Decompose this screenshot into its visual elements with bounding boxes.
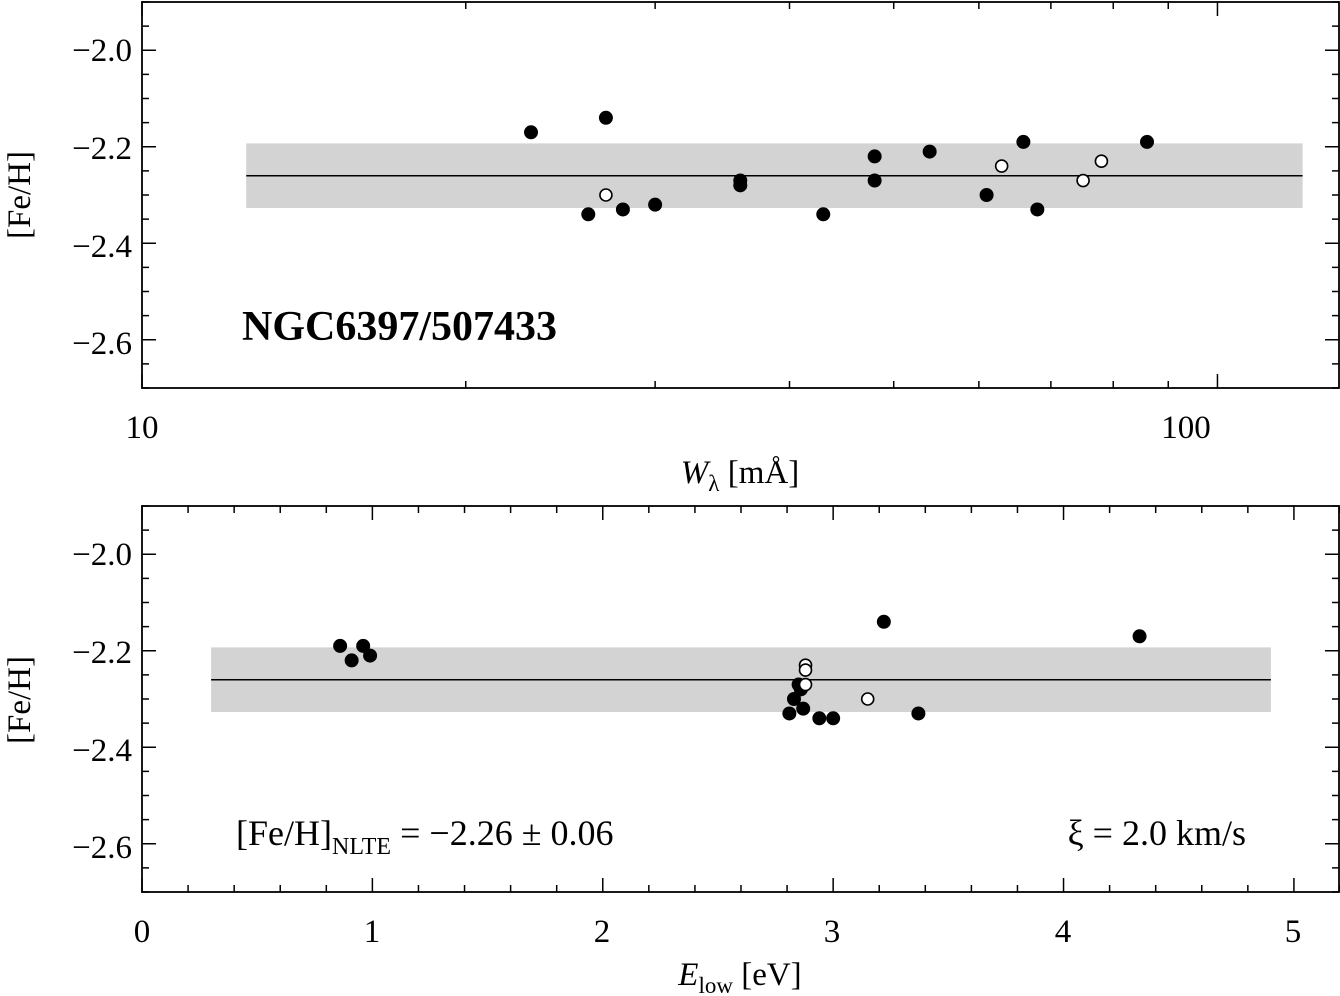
data-point-filled <box>356 638 371 653</box>
data-point-open <box>994 159 1009 173</box>
bottom-band-layer <box>211 647 1271 713</box>
top-y-axis-title: [Fe/H] <box>2 151 38 239</box>
nlte-mean-annotation: [Fe/H]NLTE = −2.26 ± 0.06 <box>236 813 613 860</box>
top-y-tick-label: −2.4 <box>72 229 132 265</box>
data-point-filled <box>786 692 801 706</box>
data-point-filled <box>524 125 539 140</box>
data-point-filled <box>876 614 891 629</box>
data-point-open <box>599 188 613 202</box>
bottom-y-axis-title: [Fe/H] <box>2 656 38 744</box>
top-x-axis-title: Wλ [mÅ] <box>681 454 799 496</box>
data-point-open <box>1076 173 1090 188</box>
top-y-tick-label: −2.6 <box>72 326 132 362</box>
data-point-open <box>860 692 875 706</box>
bottom-x-tick-label: 1 <box>364 914 381 950</box>
bottom-y-tick-label: −2.0 <box>72 537 132 573</box>
data-point-filled <box>812 711 827 726</box>
data-point-filled <box>733 178 748 193</box>
data-point-filled <box>867 173 882 188</box>
top-ticks-layer <box>141 1 1339 389</box>
top-x-tick-label: 10 <box>126 410 159 446</box>
data-point-filled <box>363 648 378 663</box>
data-point-filled <box>333 638 348 653</box>
data-point-open <box>798 677 813 692</box>
bottom-y-tick-label: −2.4 <box>72 733 132 769</box>
bottom-x-tick-label: 3 <box>824 914 841 950</box>
bottom-x-tick-label: 4 <box>1055 914 1072 950</box>
top-points-layer <box>524 110 1155 222</box>
data-point-filled <box>796 701 811 716</box>
data-point-filled <box>1140 134 1155 149</box>
data-point-filled <box>1016 134 1031 149</box>
data-point-filled <box>615 202 630 217</box>
data-point-filled <box>648 197 663 212</box>
bottom-x-axis-title: Elow [eV] <box>677 957 801 996</box>
data-point-filled <box>598 110 613 125</box>
data-point-filled <box>581 207 596 222</box>
top-y-tick-label: −2.0 <box>72 33 132 69</box>
bottom-points-layer <box>333 614 1147 726</box>
data-point-filled <box>826 711 841 726</box>
data-point-filled <box>922 144 937 159</box>
data-point-filled <box>782 706 797 721</box>
bottom-y-tick-label: −2.2 <box>72 635 132 671</box>
data-point-filled <box>816 207 831 222</box>
top-band-layer <box>246 143 1303 209</box>
top-annotation: NGC6397/507433 <box>242 304 557 350</box>
bottom-x-tick-label: 2 <box>594 914 611 950</box>
data-point-filled <box>979 188 994 202</box>
bottom-y-tick-label: −2.6 <box>72 830 132 866</box>
data-point-filled <box>911 706 926 721</box>
microturbulence-annotation: ξ = 2.0 km/s <box>1068 813 1246 853</box>
data-point-open <box>798 663 813 677</box>
bottom-panel: −2.0 −2.2 −2.4 −2.6 0 1 2 3 4 5 Elow [eV… <box>2 505 1340 996</box>
bottom-ticks-layer <box>141 505 1340 893</box>
top-y-tick-label: −2.2 <box>72 131 132 167</box>
top-x-tick-label: 100 <box>1161 410 1211 446</box>
data-point-filled <box>344 653 359 668</box>
bottom-x-tick-label: 0 <box>134 914 151 950</box>
bottom-x-tick-label: 5 <box>1285 914 1302 950</box>
data-point-open <box>1094 154 1109 169</box>
data-point-filled <box>1030 202 1045 217</box>
data-point-filled <box>1132 629 1147 644</box>
top-panel: −2.0 −2.2 −2.4 −2.6 10 100 Wλ [mÅ] [Fe/H… <box>2 1 1340 496</box>
data-point-filled <box>867 149 882 164</box>
